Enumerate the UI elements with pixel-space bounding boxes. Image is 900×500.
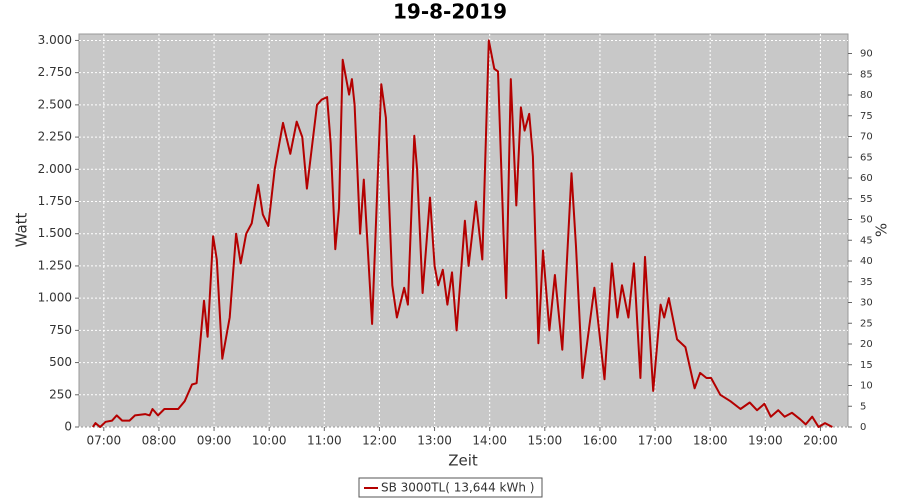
y2-tick-label: 25: [860, 318, 873, 329]
y2-tick-label: 15: [860, 360, 873, 371]
x-tick-label: 13:00: [417, 434, 452, 448]
data-line: [91, 39, 833, 428]
y-tick-label: 500: [49, 355, 72, 369]
x-tick-label: 17:00: [638, 434, 673, 448]
x-tick-label: 11:00: [307, 434, 342, 448]
x-tick-label: 18:00: [693, 434, 728, 448]
y2-tick-label: 50: [860, 215, 873, 226]
x-tick-label: 14:00: [472, 434, 507, 448]
legend-box: [358, 477, 543, 498]
y-tick-label: 2.000: [38, 162, 72, 176]
y2-tick-label: 80: [860, 90, 873, 101]
y2-tick-label: 60: [860, 173, 873, 184]
y2-tick-label: 85: [860, 69, 873, 80]
y2-tick-label: 45: [860, 235, 873, 246]
y2-tick-label: 0: [860, 422, 866, 433]
y-tick-label: 2.250: [38, 130, 72, 144]
y2-tick-label: 70: [860, 132, 873, 143]
y-tick-label: 2.500: [38, 97, 72, 111]
y2-tick-label: 40: [860, 256, 873, 267]
y-axis-label: Watt: [13, 212, 31, 247]
legend-label: SB 3000TL( 13,644 kWh ): [381, 481, 534, 495]
y2-tick-label: 90: [860, 49, 873, 60]
y2-axis-label: %: [873, 223, 891, 237]
y-tick-label: 1.750: [38, 194, 72, 208]
y-tick-label: 1.500: [38, 226, 72, 240]
y-tick-label: 2.750: [38, 65, 72, 79]
x-tick-label: 20:00: [803, 434, 838, 448]
y2-tick-label: 35: [860, 277, 873, 288]
x-tick-label: 15:00: [528, 434, 563, 448]
y2-tick-label: 20: [860, 339, 873, 350]
y2-tick-label: 65: [860, 152, 873, 163]
y-tick-label: 750: [49, 323, 72, 337]
y2-tick-label: 55: [860, 194, 873, 205]
chart-title: 19-8-2019: [393, 0, 507, 24]
legend: SB 3000TL( 13,644 kWh ): [358, 477, 543, 498]
x-tick-label: 08:00: [142, 434, 177, 448]
x-tick-label: 12:00: [362, 434, 397, 448]
y2-tick-label: 10: [860, 381, 873, 392]
y-tick-label: 1.000: [38, 291, 72, 305]
y-tick-label: 1.250: [38, 258, 72, 272]
x-tick-label: 19:00: [748, 434, 783, 448]
x-tick-label: 10:00: [252, 434, 287, 448]
y2-tick-label: 75: [860, 111, 873, 122]
x-tick-label: 07:00: [87, 434, 122, 448]
y2-tick-label: 30: [860, 298, 873, 309]
y-tick-label: 0: [64, 420, 72, 434]
x-tick-label: 09:00: [197, 434, 232, 448]
y-tick-label: 3.000: [38, 33, 72, 47]
y-tick-label: 250: [49, 387, 72, 401]
x-tick-label: 16:00: [583, 434, 618, 448]
y2-tick-label: 5: [860, 401, 866, 412]
x-axis-label: Zeit: [448, 452, 478, 470]
